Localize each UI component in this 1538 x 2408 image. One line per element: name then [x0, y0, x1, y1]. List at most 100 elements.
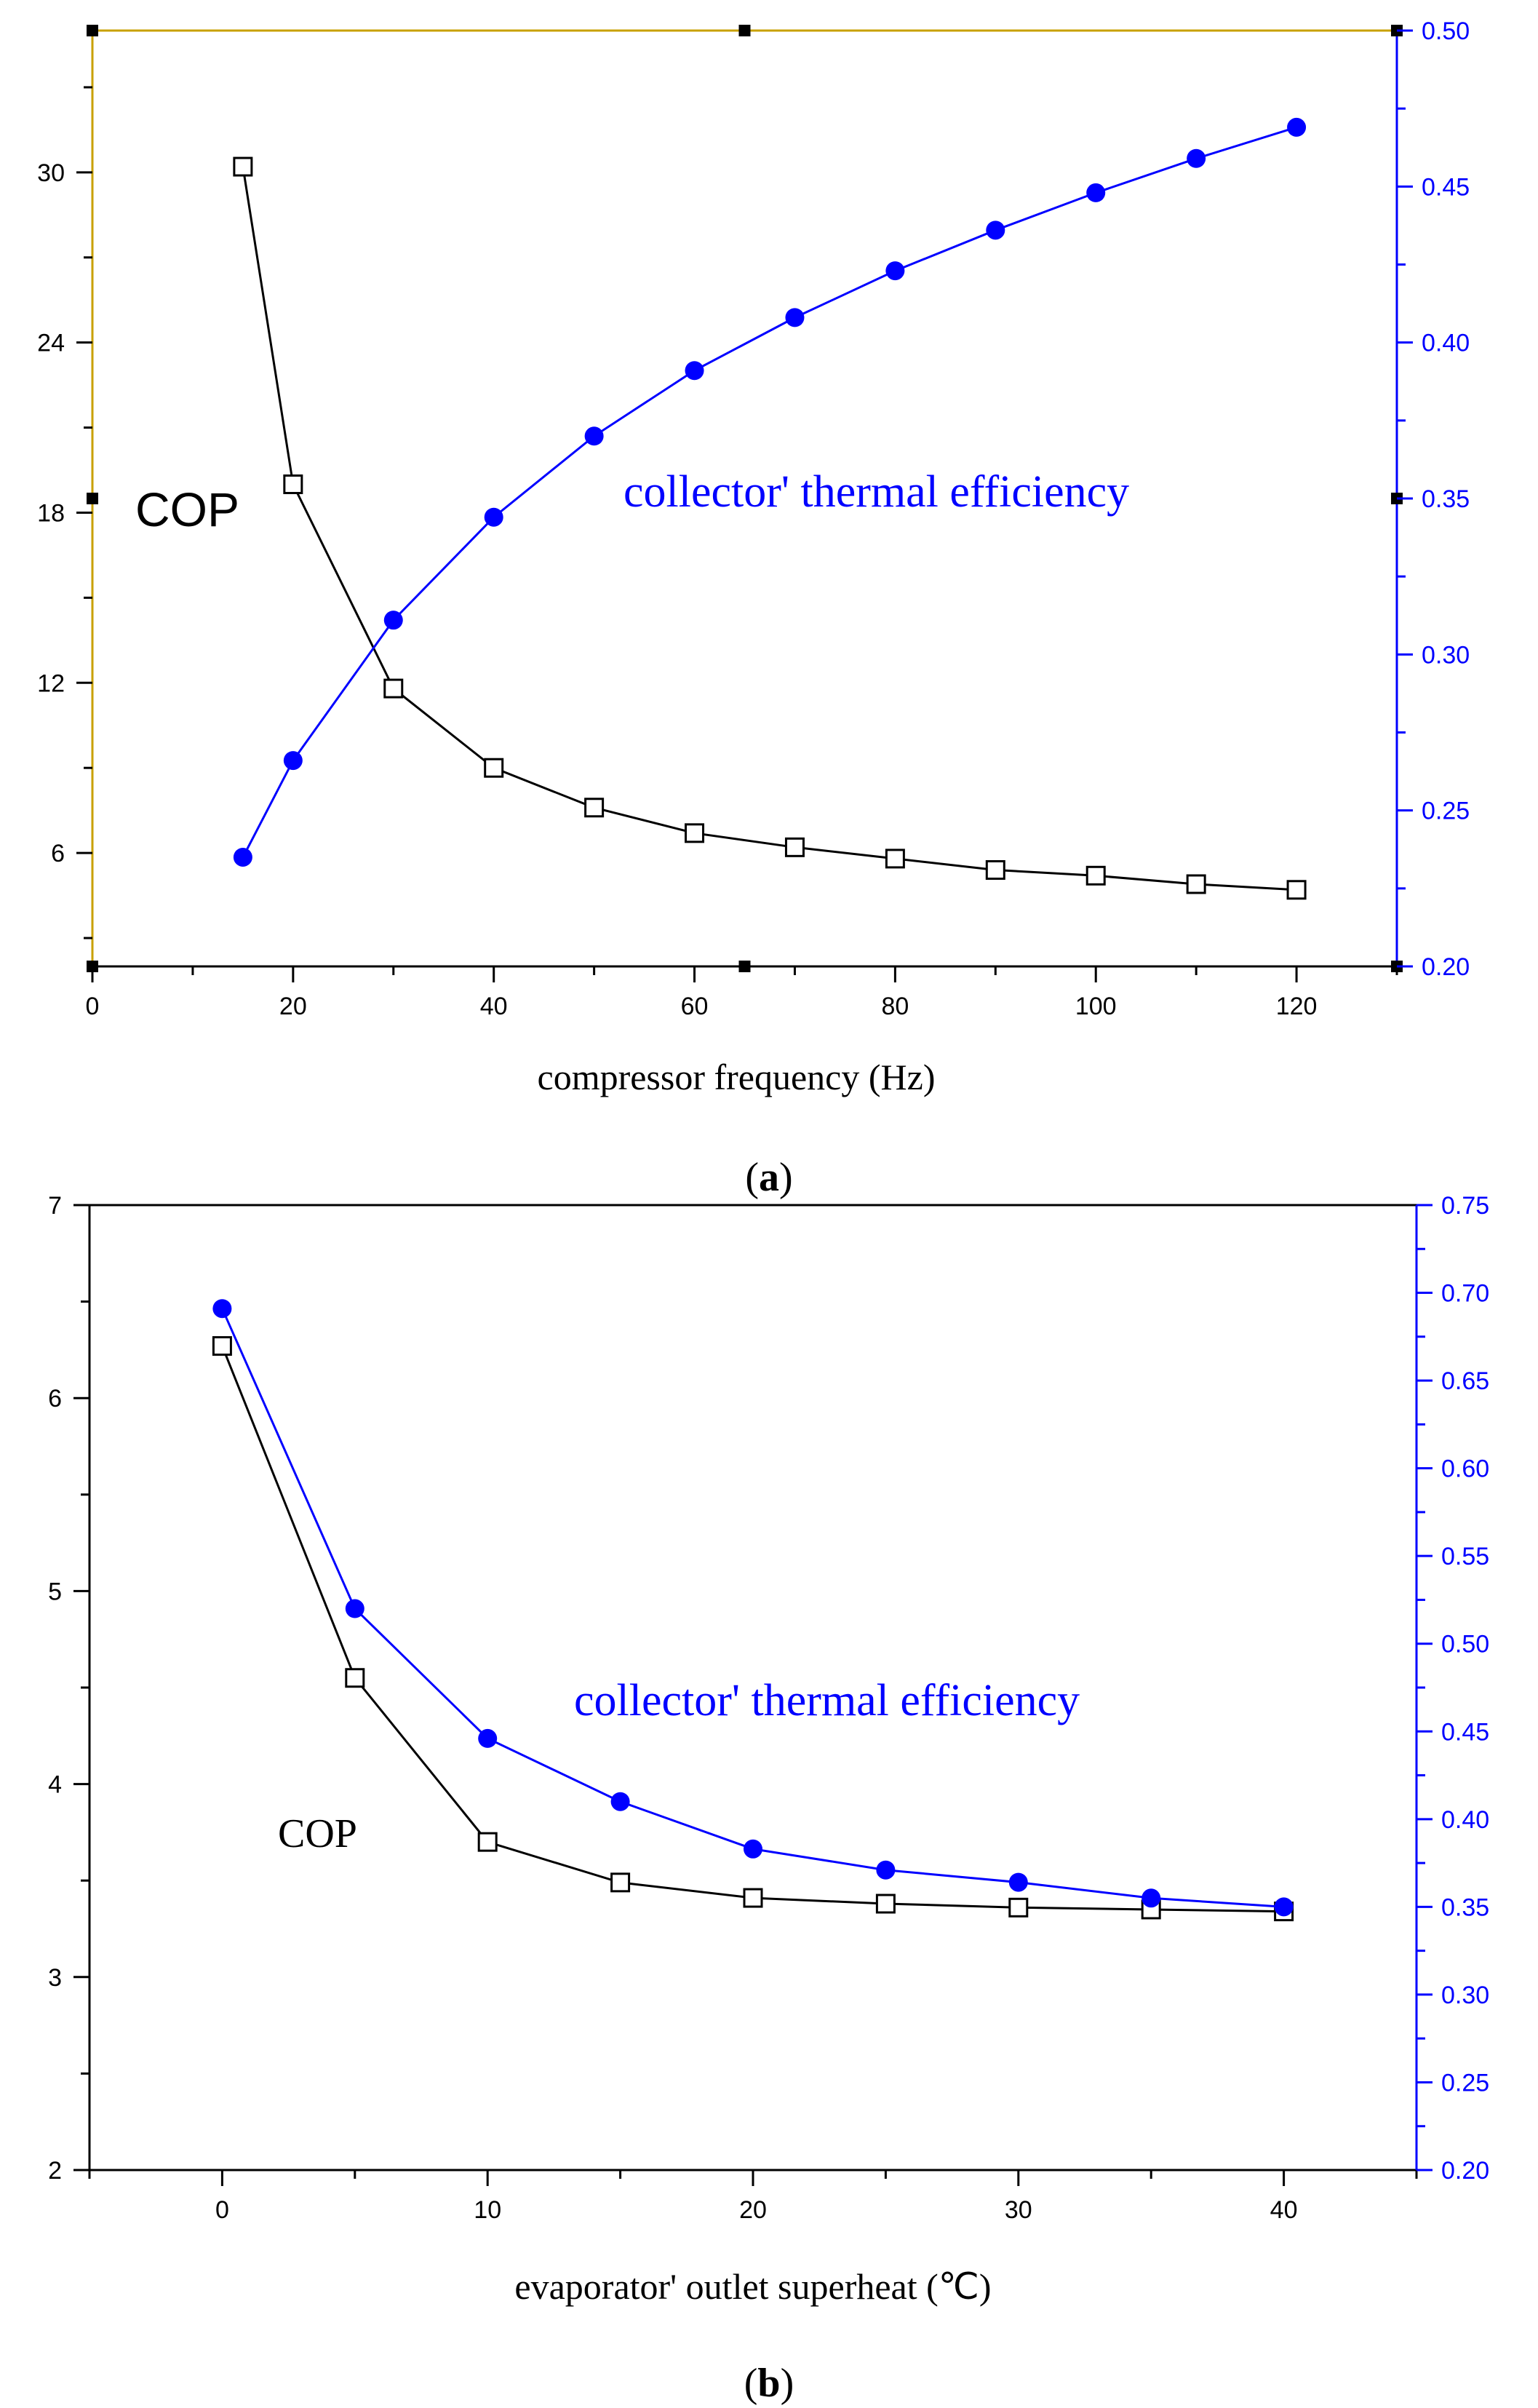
series-line [242, 166, 1297, 891]
efficiency-point [1274, 1897, 1294, 1917]
cop-point [1286, 880, 1307, 900]
cop-point [610, 1872, 631, 1893]
panel-a-x-ticks: 0 20 40 60 80 100 120 [86, 966, 1398, 1020]
left-y-tick-label: 3 [48, 1964, 62, 1992]
panel-a-left-y-ticks: 6 12 18 24 30 [37, 86, 92, 939]
right-y-tick-label: 0.35 [1422, 485, 1470, 513]
efficiency-point [744, 1839, 762, 1859]
right-y-tick-label: 0.65 [1441, 1367, 1489, 1395]
panel-b-x-ticks: 0 10 20 30 40 [88, 2170, 1418, 2224]
cop-point [345, 1668, 365, 1688]
right-y-tick-label: 0.30 [1422, 641, 1470, 669]
cop-point [885, 849, 905, 869]
right-y-tick-label: 0.35 [1441, 1894, 1489, 1921]
right-y-tick-label: 0.50 [1441, 1631, 1489, 1658]
efficiency-point [1008, 1872, 1028, 1892]
cop-point [1008, 1897, 1029, 1918]
left-y-tick-label: 6 [48, 1385, 62, 1412]
x-tick-label: 0 [215, 2196, 229, 2224]
right-y-tick-label: 0.40 [1441, 1806, 1489, 1834]
efficiency-point [383, 611, 403, 630]
x-tick-label: 30 [1005, 2196, 1032, 2224]
left-y-tick-label: 5 [48, 1578, 62, 1605]
panel-b-cop-label: COP [278, 1811, 357, 1856]
efficiency-point [785, 308, 805, 327]
panel-b-caption: (b) [744, 2361, 794, 2406]
panel-a-efficiency-label: collector' thermal efficiency [623, 467, 1129, 517]
right-y-tick-label: 0.55 [1441, 1543, 1489, 1570]
cop-point [1085, 865, 1106, 886]
panel-a-x-axis-title: compressor frequency (Hz) [538, 1057, 936, 1097]
x-tick-label: 10 [474, 2196, 501, 2224]
efficiency-point [885, 261, 905, 281]
cop-point [1186, 874, 1206, 894]
cop-point [784, 837, 805, 857]
x-tick-label: 60 [681, 993, 709, 1020]
x-tick-label: 0 [86, 993, 100, 1020]
selection-handle[interactable] [87, 25, 98, 36]
x-tick-label: 120 [1276, 993, 1318, 1020]
right-y-tick-label: 0.20 [1441, 2157, 1489, 2185]
cop-point [743, 1888, 763, 1908]
left-y-tick-label: 18 [37, 499, 65, 527]
cop-point [484, 758, 504, 778]
x-tick-label: 80 [881, 993, 909, 1020]
cop-point [383, 678, 404, 699]
left-y-tick-label: 4 [48, 1771, 62, 1799]
selection-handle[interactable] [738, 961, 751, 972]
efficiency-point [876, 1860, 896, 1880]
panel-a-right-y-ticks: 0.20 0.25 0.30 0.35 0.40 0.45 0.50 [1397, 17, 1470, 981]
selection-handle[interactable] [738, 25, 751, 36]
x-tick-label: 20 [739, 2196, 767, 2224]
cop-point [685, 823, 705, 843]
efficiency-point [986, 220, 1005, 240]
panel-b-right-y-ticks: 0.20 0.25 0.30 0.35 0.40 0.45 0.50 0.55 0.60 0.65… [1417, 1192, 1489, 2185]
panel-a-letter: a [759, 1155, 779, 1200]
right-y-tick-label: 0.70 [1441, 1280, 1489, 1308]
right-y-tick-label: 0.60 [1441, 1455, 1489, 1483]
left-y-tick-label: 6 [51, 840, 65, 867]
efficiency-point [610, 1792, 630, 1811]
x-tick-label: 40 [1270, 2196, 1298, 2224]
efficiency-point [345, 1599, 364, 1618]
left-y-tick-label: 30 [37, 159, 65, 187]
panel-a-series [233, 117, 1307, 900]
panel-a-cop-label: COP [135, 482, 239, 536]
left-y-tick-label: 2 [48, 2157, 62, 2185]
left-y-tick-label: 24 [37, 330, 65, 357]
panel-a-selection-handles [87, 25, 1403, 972]
panel-b-efficiency-label: collector' thermal efficiency [574, 1676, 1080, 1725]
x-tick-label: 40 [480, 993, 508, 1020]
panel-b-chart: 0 10 20 30 40 2 3 4 5 6 7 0.20 0.25 0.30 0.35 0.40 0.4… [48, 1192, 1489, 2406]
efficiency-point [685, 361, 704, 381]
cop-point [283, 474, 303, 495]
cop-point [212, 1336, 232, 1356]
right-y-tick-label: 0.50 [1422, 17, 1470, 45]
right-y-tick-label: 0.45 [1422, 173, 1470, 201]
panel-b-x-axis-title: evaporator' outlet superheat (℃) [514, 2266, 991, 2307]
right-y-tick-label: 0.25 [1422, 798, 1470, 825]
cop-point [477, 1832, 498, 1852]
cop-point [985, 860, 1005, 881]
efficiency-point [1141, 1888, 1161, 1908]
left-y-tick-label: 12 [37, 669, 65, 697]
efficiency-point [283, 751, 303, 771]
cop-point [875, 1894, 896, 1914]
panel-b-series [212, 1299, 1294, 1922]
efficiency-point [484, 507, 503, 527]
right-y-tick-label: 0.25 [1441, 2069, 1489, 2097]
x-tick-label: 20 [279, 993, 307, 1020]
efficiency-point [584, 426, 604, 446]
efficiency-point [1086, 183, 1106, 202]
right-y-tick-label: 0.20 [1422, 953, 1470, 981]
right-y-tick-label: 0.45 [1441, 1718, 1489, 1746]
panel-b-left-y-ticks: 2 3 4 5 6 7 [48, 1192, 89, 2185]
efficiency-point [233, 847, 252, 867]
selection-handle[interactable] [87, 493, 98, 504]
panel-a-caption: (a) [745, 1155, 792, 1200]
right-y-tick-label: 0.75 [1441, 1192, 1489, 1220]
cop-point [233, 156, 253, 177]
efficiency-point [1287, 117, 1307, 137]
efficiency-point [212, 1299, 232, 1319]
